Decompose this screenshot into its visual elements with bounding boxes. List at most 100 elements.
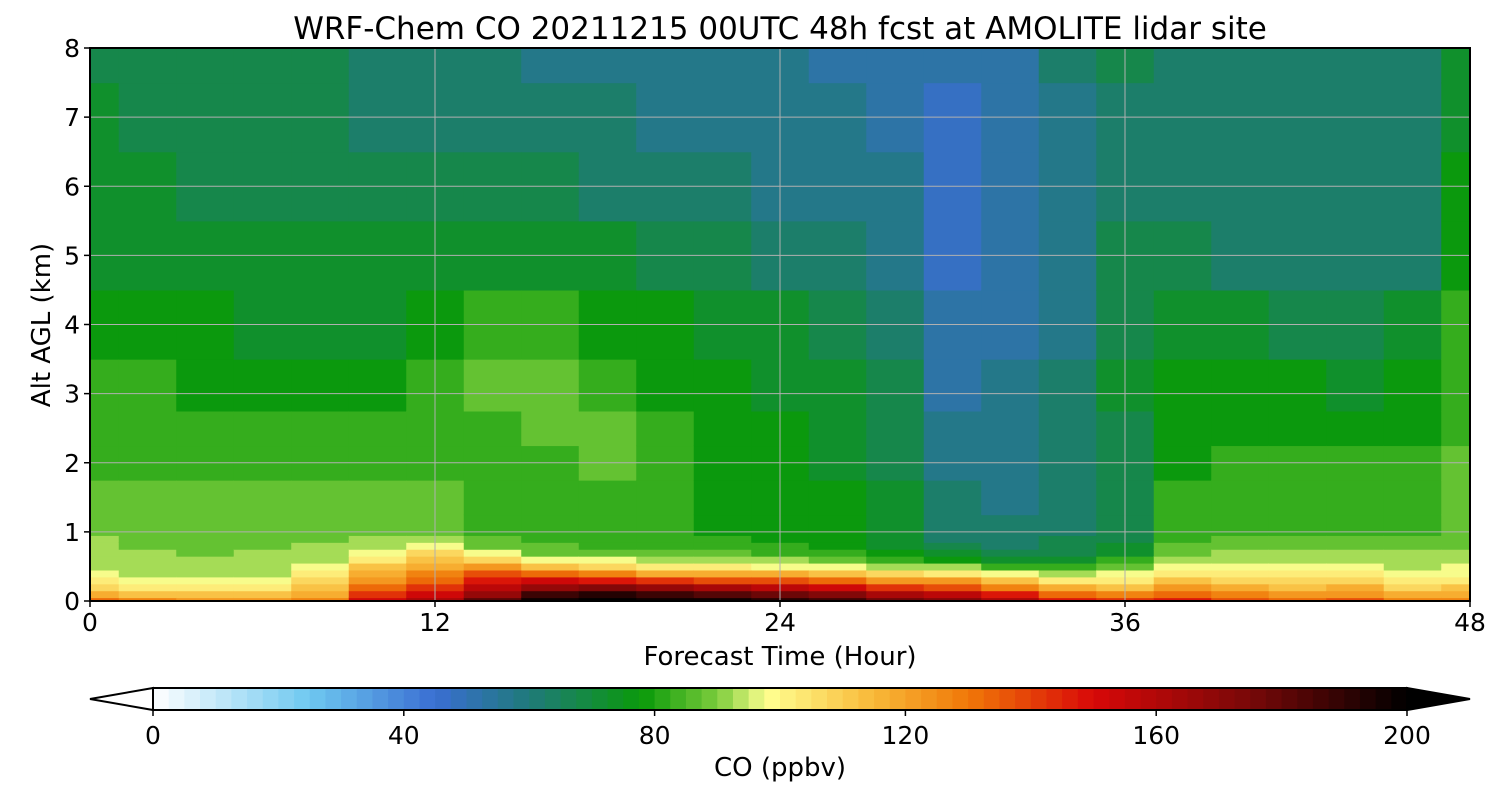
field-cell bbox=[1326, 410, 1385, 447]
x-tick-label: 12 bbox=[419, 608, 451, 637]
field-cell bbox=[578, 597, 637, 601]
field-cell bbox=[1441, 514, 1470, 536]
x-tick-label: 48 bbox=[1454, 608, 1486, 637]
field-cell bbox=[90, 597, 120, 601]
field-cell bbox=[521, 576, 580, 585]
field-cell bbox=[118, 556, 177, 564]
colorbar-band bbox=[1203, 688, 1220, 710]
y-tick-label: 1 bbox=[64, 518, 80, 547]
colorbar-band bbox=[889, 688, 906, 710]
field-cell bbox=[176, 410, 235, 447]
colorbar-band bbox=[685, 688, 703, 710]
colorbar-ticks: 0 40 80 120 160 200 bbox=[145, 710, 1431, 750]
colorbar-band bbox=[1124, 688, 1142, 710]
field-cell bbox=[1383, 576, 1442, 585]
field-cell bbox=[923, 542, 982, 550]
field-cell bbox=[1211, 542, 1270, 550]
field-cell bbox=[348, 48, 407, 84]
field-cell bbox=[463, 597, 522, 601]
field-cell bbox=[291, 590, 350, 599]
field-cell bbox=[90, 535, 120, 543]
field-cell bbox=[693, 569, 752, 578]
colorbar-band bbox=[591, 688, 609, 710]
field-cell bbox=[1383, 549, 1442, 557]
field-cell bbox=[176, 535, 235, 543]
field-cell bbox=[118, 583, 177, 592]
colorbar-band bbox=[1344, 688, 1361, 710]
field-cell bbox=[1326, 569, 1385, 578]
field-cell bbox=[578, 480, 637, 516]
field-cell bbox=[1268, 562, 1327, 571]
colorbar-band bbox=[529, 688, 546, 710]
field-cell bbox=[808, 576, 867, 585]
colorbar-band bbox=[764, 688, 781, 710]
colorbar-band bbox=[827, 688, 844, 710]
field-cell bbox=[1038, 410, 1097, 447]
colorbar-band bbox=[153, 688, 170, 710]
field-cell bbox=[233, 549, 292, 557]
field-cell bbox=[636, 535, 695, 543]
field-cell bbox=[176, 556, 235, 564]
colorbar-band bbox=[1015, 688, 1032, 710]
field-cell bbox=[291, 562, 350, 571]
field-cell bbox=[1441, 576, 1470, 585]
field-cell bbox=[90, 590, 120, 599]
colorbar-band bbox=[1046, 688, 1063, 710]
field-cell bbox=[636, 514, 695, 536]
field-cell bbox=[1268, 48, 1327, 84]
field-cell bbox=[693, 549, 752, 557]
field-cell bbox=[348, 556, 407, 564]
field-cell bbox=[1153, 359, 1212, 412]
colorbar-band bbox=[858, 688, 875, 710]
field-cell bbox=[866, 410, 925, 447]
field-cell bbox=[521, 535, 580, 543]
field-cell bbox=[1153, 562, 1212, 571]
field-cell bbox=[90, 549, 120, 557]
field-cell bbox=[808, 590, 867, 599]
field-cell bbox=[1211, 410, 1270, 447]
field-cell bbox=[233, 410, 292, 447]
field-cell bbox=[1038, 583, 1097, 592]
field-cell bbox=[1038, 514, 1097, 536]
field-cell bbox=[233, 597, 292, 601]
field-cell bbox=[291, 576, 350, 585]
field-cell bbox=[693, 359, 752, 412]
field-cell bbox=[1268, 410, 1327, 447]
colorbar-band bbox=[921, 688, 938, 710]
field-cell bbox=[521, 410, 580, 447]
field-cell bbox=[176, 480, 235, 516]
y-tick-label: 2 bbox=[64, 449, 80, 478]
colorbar-tick-label: 0 bbox=[145, 721, 161, 750]
colorbar-band bbox=[372, 688, 389, 710]
field-cell bbox=[808, 597, 867, 601]
field-cell bbox=[981, 410, 1040, 447]
field-cell bbox=[866, 590, 925, 599]
field-cell bbox=[981, 549, 1040, 557]
colorbar-band bbox=[1156, 688, 1173, 710]
colorbar-band bbox=[184, 688, 201, 710]
field-cell bbox=[981, 359, 1040, 412]
field-cell bbox=[176, 569, 235, 578]
field-cell bbox=[1383, 535, 1442, 543]
colorbar-band bbox=[325, 688, 342, 710]
field-cell bbox=[521, 359, 580, 412]
field-cell bbox=[1326, 556, 1385, 564]
colorbar-band bbox=[1171, 688, 1189, 710]
colorbar-frame bbox=[152, 687, 1408, 711]
field-cell bbox=[866, 556, 925, 564]
field-cell bbox=[981, 590, 1040, 599]
colorbar-band bbox=[278, 688, 295, 710]
field-cell bbox=[636, 542, 695, 550]
colorbar-band bbox=[936, 688, 953, 710]
field-cell bbox=[981, 576, 1040, 585]
field-cell bbox=[923, 48, 982, 84]
field-cell bbox=[348, 597, 407, 601]
field-cell bbox=[291, 549, 350, 557]
field-cell bbox=[636, 410, 695, 447]
x-axis-ticks: 0 12 24 36 48 bbox=[82, 601, 1486, 637]
field-cell bbox=[578, 590, 637, 599]
field-cell bbox=[1326, 562, 1385, 571]
field-cell bbox=[808, 542, 867, 550]
field-cell bbox=[1441, 569, 1470, 578]
